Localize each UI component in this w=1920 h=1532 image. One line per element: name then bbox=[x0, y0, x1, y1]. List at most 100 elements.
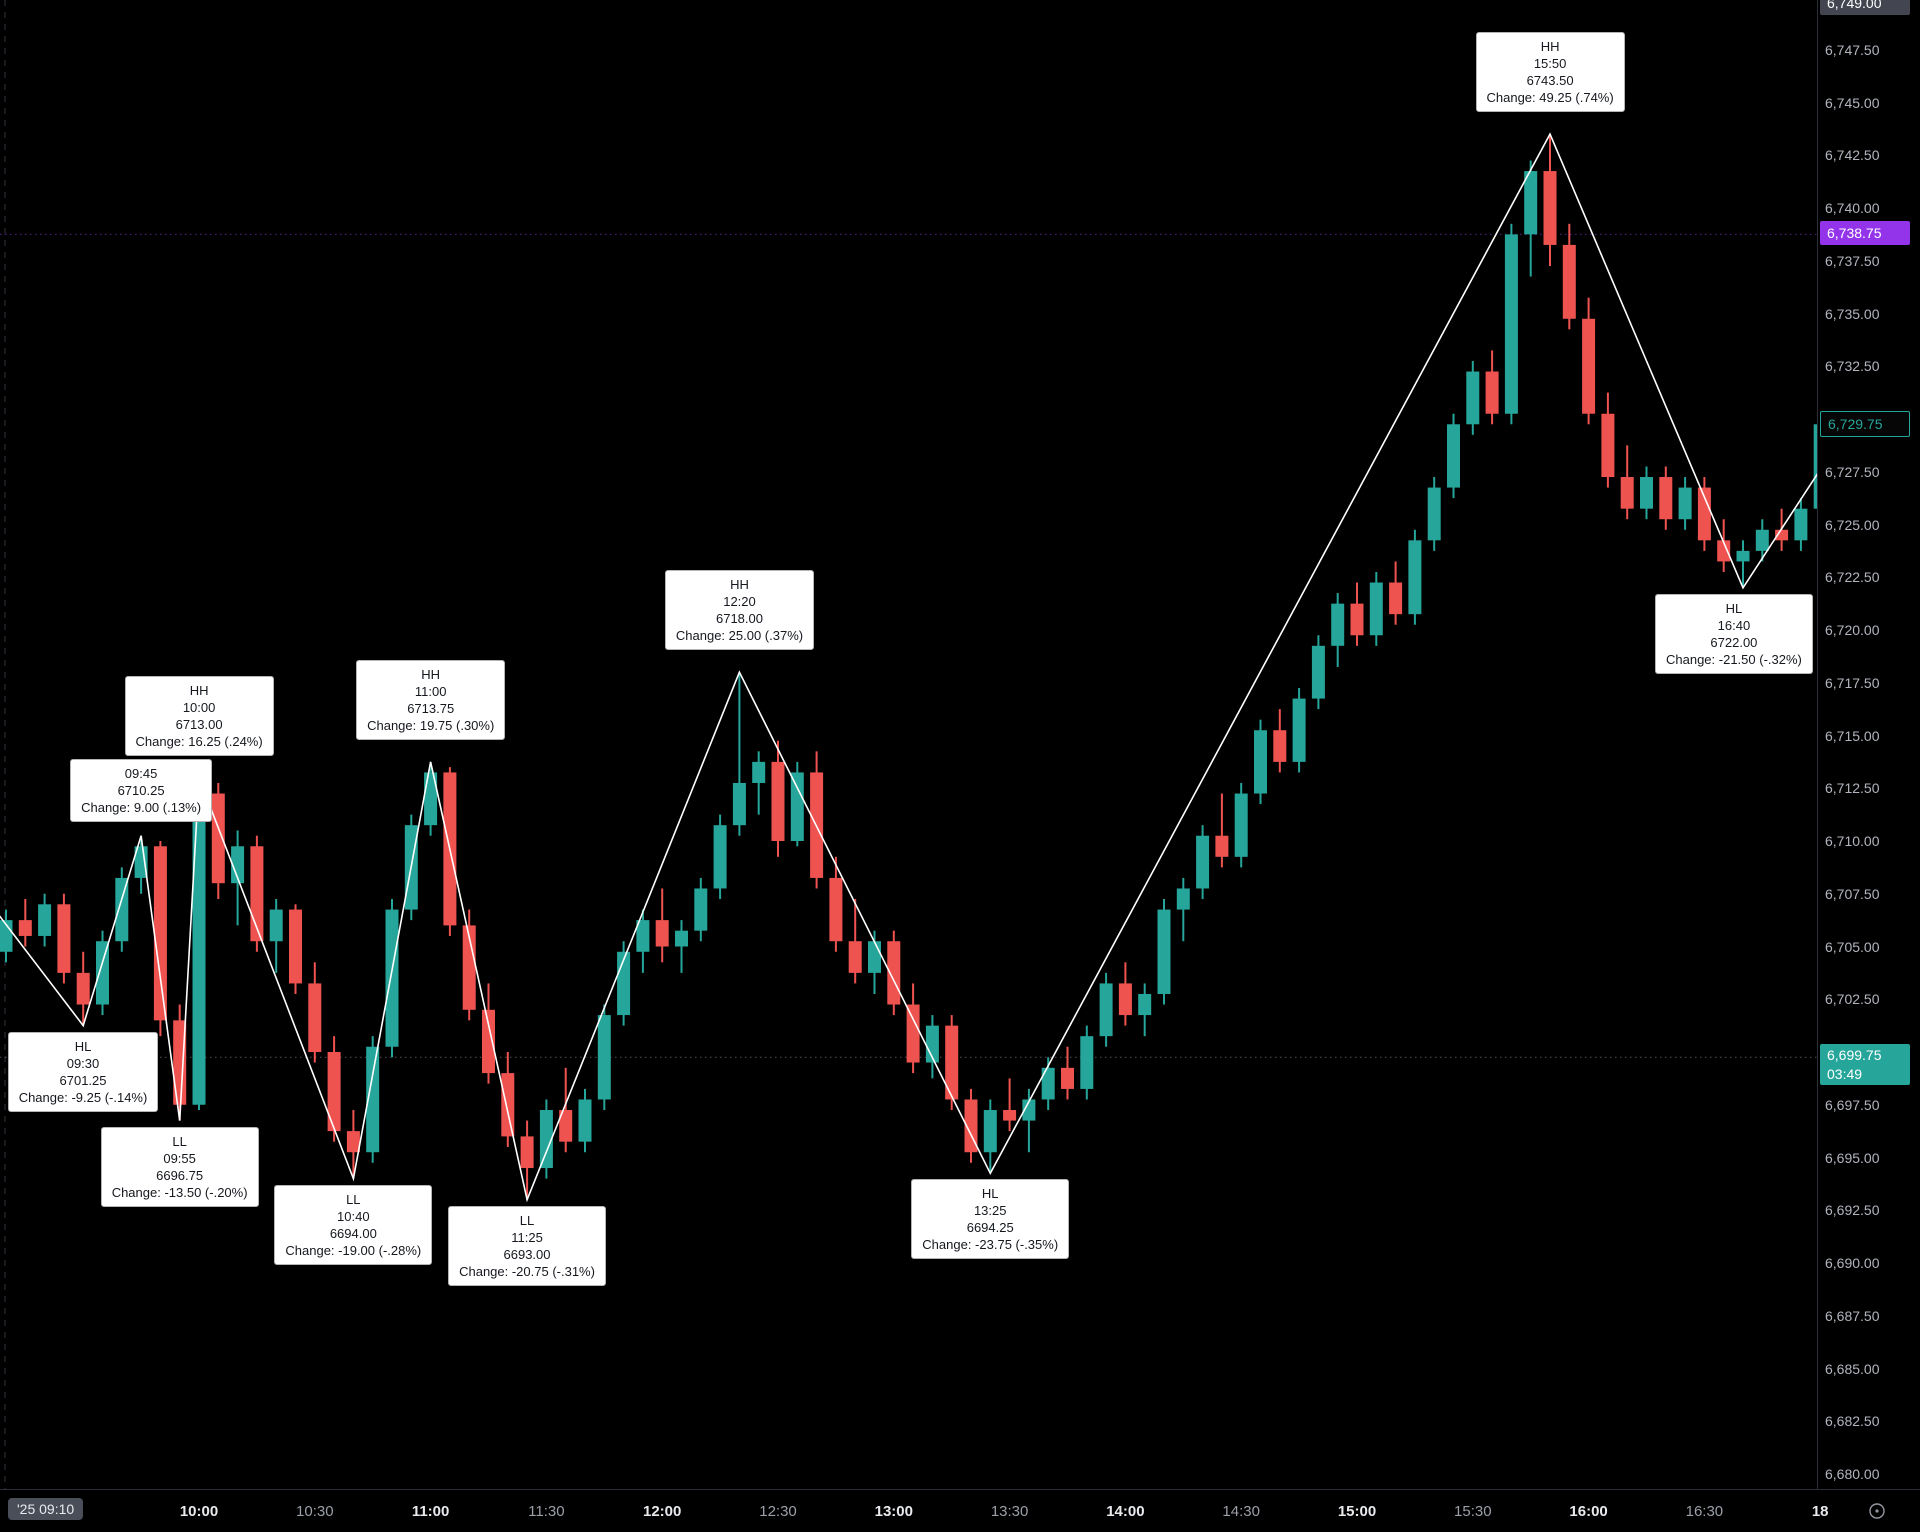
candle-body bbox=[1369, 582, 1383, 636]
price-tick: 6,692.50 bbox=[1825, 1202, 1880, 1219]
price-tick: 6,732.50 bbox=[1825, 358, 1880, 375]
candle-wick bbox=[1220, 793, 1223, 868]
candle-body bbox=[192, 793, 206, 1105]
time-label: 11:00 bbox=[411, 1503, 450, 1520]
candle-body bbox=[868, 941, 881, 973]
time-label: 10:00 bbox=[179, 1503, 219, 1520]
candle-body bbox=[153, 846, 167, 1021]
candle-wick bbox=[1742, 540, 1744, 588]
candle-body bbox=[1080, 1036, 1094, 1089]
bar-countdown: 03:49 bbox=[1827, 1066, 1863, 1083]
candle-body bbox=[1215, 835, 1229, 857]
candle-body bbox=[713, 825, 727, 889]
candle-body bbox=[597, 1015, 611, 1100]
candlestick-series bbox=[0, 134, 1817, 1200]
candlestick-chart bbox=[0, 0, 1817, 1489]
price-tick: 6,685.00 bbox=[1825, 1360, 1880, 1377]
candle-body bbox=[1427, 487, 1441, 541]
candle-body bbox=[1755, 529, 1769, 551]
candle-body bbox=[289, 909, 302, 984]
candle-body bbox=[1041, 1067, 1055, 1100]
candle-body bbox=[1311, 645, 1325, 699]
candle-body bbox=[1717, 540, 1731, 562]
price-tick: 6,697.50 bbox=[1825, 1096, 1880, 1113]
price-tick: 6,747.50 bbox=[1825, 41, 1880, 58]
candle-body bbox=[1794, 508, 1808, 541]
candle-body bbox=[1620, 477, 1634, 509]
price-tick: 6,690.00 bbox=[1825, 1255, 1880, 1271]
candle-body bbox=[520, 1136, 534, 1169]
candle-body bbox=[501, 1073, 515, 1137]
price-tick: 6,707.50 bbox=[1825, 885, 1880, 902]
candle-body bbox=[559, 1110, 573, 1142]
price-tick: 6,740.00 bbox=[1825, 200, 1880, 216]
candle-body bbox=[1562, 244, 1576, 319]
candle-body bbox=[1524, 171, 1538, 235]
price-tick: 6,682.50 bbox=[1825, 1413, 1880, 1430]
candle-body bbox=[1408, 540, 1422, 615]
time-label: 14:30 bbox=[1222, 1503, 1260, 1520]
candle-body bbox=[38, 904, 52, 936]
candle-wick bbox=[1008, 1078, 1011, 1132]
last-close-badge: 6,729.75 bbox=[1820, 411, 1910, 438]
current-price-badge: 6,699.75 03:49 bbox=[1820, 1044, 1910, 1086]
price-tick: 6,715.00 bbox=[1825, 727, 1880, 744]
candle-body bbox=[1389, 582, 1403, 615]
candle-body bbox=[1466, 371, 1480, 425]
price-tick: 6,720.00 bbox=[1825, 622, 1880, 638]
price-tick: 6,737.50 bbox=[1825, 252, 1880, 269]
candle-wick bbox=[1027, 1088, 1030, 1153]
candle-body bbox=[1254, 730, 1267, 794]
candle-body bbox=[211, 793, 225, 884]
candle-body bbox=[829, 877, 843, 942]
candle-body bbox=[1099, 983, 1113, 1037]
price-tick: 6,695.00 bbox=[1825, 1149, 1880, 1166]
candle-body bbox=[1118, 983, 1132, 1016]
candle-body bbox=[482, 1009, 495, 1074]
candle-body bbox=[1176, 888, 1190, 910]
candle-wick bbox=[738, 672, 741, 836]
candle-body bbox=[385, 909, 399, 1047]
price-axis[interactable]: 6,747.50 6,745.00 6,742.50 6,740.00 6,737.50… bbox=[1817, 0, 1920, 1489]
clock-icon[interactable] bbox=[1868, 1502, 1886, 1520]
candle-body bbox=[1350, 603, 1364, 636]
candle-body bbox=[231, 846, 245, 884]
candle-body bbox=[655, 920, 669, 947]
candle-body bbox=[1273, 730, 1287, 762]
candle-body bbox=[790, 772, 804, 841]
candle-body bbox=[1678, 487, 1692, 520]
candle-body bbox=[636, 920, 650, 952]
price-tick: 6,727.50 bbox=[1825, 463, 1880, 480]
time-label: 15:30 bbox=[1454, 1503, 1492, 1520]
price-tick: 6,742.50 bbox=[1825, 147, 1880, 164]
candle-body bbox=[57, 904, 71, 973]
candle-body bbox=[945, 1025, 959, 1100]
price-tick: 6,735.00 bbox=[1825, 305, 1880, 322]
candle-body bbox=[925, 1025, 939, 1063]
candle-body bbox=[366, 1046, 380, 1153]
candle-body bbox=[96, 941, 109, 1005]
session-start-label: '25 09:10 bbox=[8, 1498, 84, 1520]
current-price-value: 6,699.75 bbox=[1827, 1047, 1882, 1064]
candle-body bbox=[462, 925, 476, 1010]
candle-body bbox=[1003, 1110, 1017, 1121]
candle-body bbox=[1061, 1067, 1074, 1089]
candle-body bbox=[1697, 487, 1711, 541]
time-label: 12:00 bbox=[643, 1503, 682, 1520]
time-label: 15:00 bbox=[1337, 1503, 1377, 1520]
candle-body bbox=[848, 941, 862, 973]
candle-body bbox=[1022, 1099, 1036, 1121]
candle-body bbox=[1582, 318, 1596, 414]
chart-plot-area[interactable]: HL 09:30 6701.25 Change: -9.25 (-.14%) 09:45… bbox=[0, 0, 1817, 1489]
time-axis[interactable]: '25 09:10 10:00 10:30 11:00 11:30 12:00 12:30 1… bbox=[0, 1489, 1920, 1532]
candle-body bbox=[424, 772, 438, 826]
price-tick: 6,680.00 bbox=[1825, 1466, 1880, 1482]
candle-body bbox=[1775, 529, 1789, 541]
price-tick: 6,705.00 bbox=[1825, 938, 1880, 955]
candle-body bbox=[1736, 550, 1750, 562]
time-label: 16:00 bbox=[1569, 1503, 1608, 1520]
candle-body bbox=[983, 1110, 997, 1153]
candle-body bbox=[1485, 371, 1499, 414]
indicator-price-badge: 6,738.75 bbox=[1820, 221, 1910, 246]
